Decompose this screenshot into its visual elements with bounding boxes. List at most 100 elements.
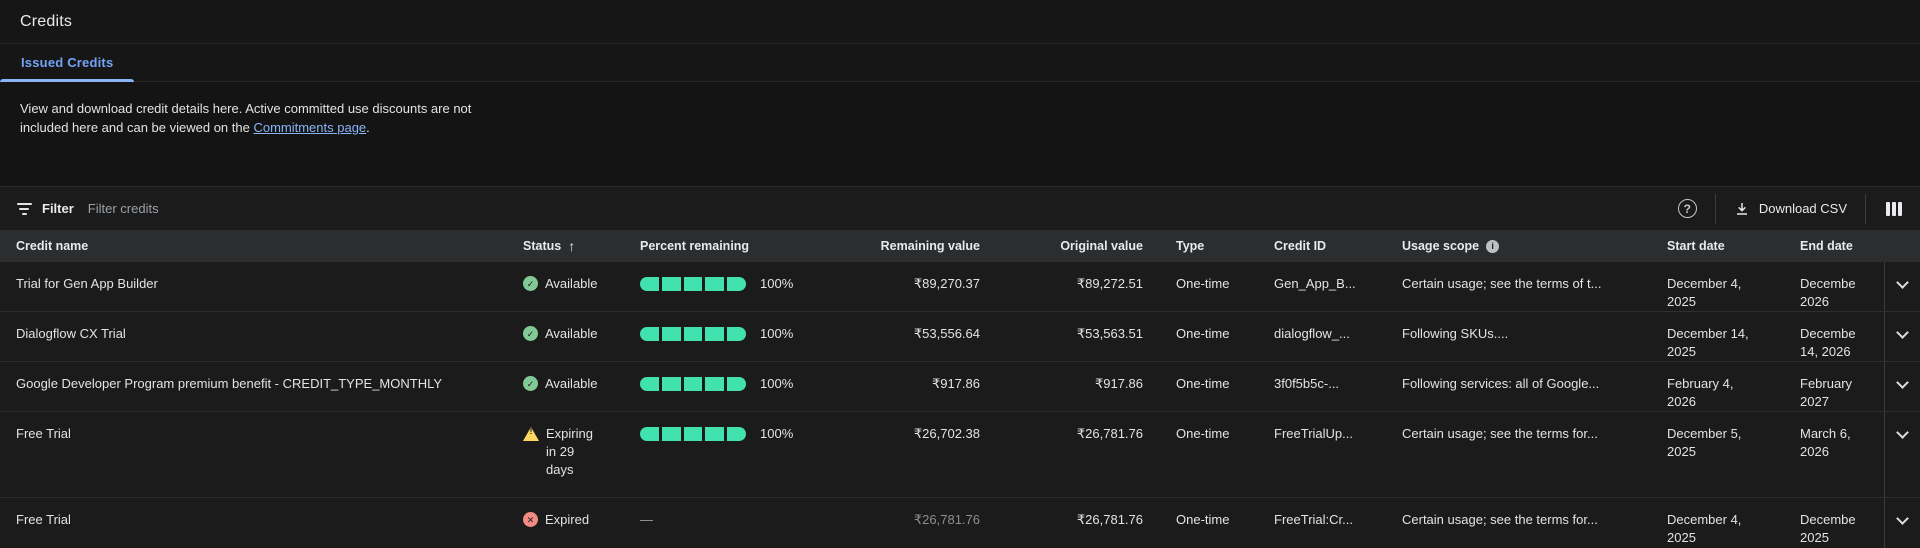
info-icon[interactable]: i	[1486, 239, 1500, 253]
column-header-status[interactable]: Status ↑	[523, 238, 576, 254]
start-date: December 4, 2025	[1667, 512, 1742, 545]
credit-name: Google Developer Program premium benefit…	[16, 376, 443, 391]
credit-type: One-time	[1176, 276, 1230, 291]
usage-scope: Certain usage; see the terms for...	[1402, 426, 1598, 441]
original-value: ₹917.86	[1094, 376, 1143, 391]
tab-bar: Issued Credits	[0, 44, 1920, 82]
percent-cell: 100%	[640, 312, 835, 361]
chevron-down-icon	[1896, 426, 1909, 439]
available-icon: ✓	[523, 376, 538, 391]
end-date: February 2027	[1800, 376, 1853, 409]
percent-label: 100%	[760, 426, 794, 441]
percent-cell: 100%	[640, 412, 835, 497]
sort-ascending-icon[interactable]: ↑	[568, 238, 576, 254]
expired-icon: ✕	[523, 512, 538, 527]
tab-issued-credits[interactable]: Issued Credits	[0, 44, 135, 82]
warning-icon: !	[523, 427, 539, 441]
percent-label: —	[640, 512, 653, 527]
credit-id: FreeTrialUp...	[1274, 426, 1353, 441]
download-icon	[1736, 202, 1747, 215]
available-icon: ✓	[523, 326, 538, 341]
filter-button[interactable]: Filter	[16, 201, 74, 216]
column-header-type[interactable]: Type	[1176, 239, 1205, 253]
credit-name: Dialogflow CX Trial	[16, 326, 126, 341]
usage-scope: Following SKUs....	[1402, 326, 1509, 341]
page-title: Credits	[20, 12, 73, 30]
remaining-value: ₹26,702.38	[913, 426, 980, 441]
usage-scope: Certain usage; see the terms of t...	[1402, 276, 1602, 291]
end-date: December 2025	[1800, 512, 1856, 545]
description-line-1: View and download credit details here. A…	[20, 101, 472, 116]
usage-scope: Certain usage; see the terms for...	[1402, 512, 1598, 527]
table-row: Free Trial ✕ Expired — ₹26,781.76 ₹26,78…	[0, 498, 1920, 548]
credit-id: FreeTrial:Cr...	[1274, 512, 1353, 527]
percent-label: 100%	[760, 376, 794, 391]
column-header-credit-id[interactable]: Credit ID	[1274, 239, 1327, 253]
expand-row-button[interactable]	[1884, 312, 1920, 361]
column-header-usage-scope[interactable]: Usage scope i	[1402, 239, 1667, 253]
end-date: December 2026	[1800, 276, 1856, 309]
percent-cell: 100%	[640, 362, 835, 411]
toolbar-divider	[1865, 193, 1866, 224]
table-row: Dialogflow CX Trial ✓ Available 100% ₹53…	[0, 312, 1920, 362]
credit-name: Trial for Gen App Builder	[16, 276, 158, 291]
status-cell: ✕ Expired	[523, 498, 640, 548]
column-header-credit-name[interactable]: Credit name	[16, 239, 89, 253]
columns-icon	[1886, 201, 1902, 216]
table-header-row: Credit name Status ↑ Percent remaining R…	[0, 230, 1920, 262]
active-tab-underline	[0, 79, 135, 82]
status-label: Expired	[545, 512, 590, 527]
expand-row-button[interactable]	[1884, 498, 1920, 548]
download-csv-label: Download CSV	[1758, 201, 1847, 216]
credit-name: Free Trial	[16, 426, 71, 441]
filter-icon	[16, 202, 32, 215]
page-header: Credits	[0, 0, 1920, 44]
status-cell: ✓ Available	[523, 262, 640, 311]
column-header-end-date[interactable]: End date	[1800, 239, 1853, 253]
download-csv-button[interactable]: Download CSV	[1734, 201, 1847, 217]
credit-type: One-time	[1176, 376, 1230, 391]
percent-cell: 100%	[640, 262, 835, 311]
percent-label: 100%	[760, 326, 794, 341]
chevron-down-icon	[1896, 376, 1909, 389]
help-button[interactable]: ?	[1677, 199, 1697, 218]
remaining-value: ₹26,781.76	[913, 512, 980, 527]
column-header-percent-remaining[interactable]: Percent remaining	[640, 239, 750, 253]
credit-id: dialogflow_...	[1274, 326, 1350, 341]
expand-row-button[interactable]	[1884, 412, 1920, 497]
filter-input[interactable]: Filter credits	[87, 201, 159, 216]
start-date: December 14, 2025	[1667, 326, 1749, 359]
description-line-2: included here and can be viewed on the C…	[20, 120, 370, 135]
status-cell: ✓ Available	[523, 312, 640, 361]
end-date: December 14, 2026	[1800, 326, 1856, 359]
expand-row-button[interactable]	[1884, 262, 1920, 311]
tab-label: Issued Credits	[21, 55, 114, 70]
filter-label: Filter	[42, 201, 74, 216]
column-display-options-button[interactable]	[1884, 200, 1904, 218]
chevron-down-icon	[1896, 276, 1909, 289]
original-value: ₹26,781.76	[1076, 512, 1143, 527]
credit-name: Free Trial	[16, 512, 71, 527]
column-header-remaining-value[interactable]: Remaining value	[880, 239, 980, 253]
toolbar-divider	[1714, 193, 1716, 224]
remaining-value: ₹89,270.37	[913, 276, 980, 291]
remaining-value: ₹53,556.64	[913, 326, 980, 341]
column-header-start-date[interactable]: Start date	[1667, 239, 1725, 253]
start-date: February 4, 2026	[1667, 376, 1734, 409]
commitments-page-link[interactable]: Commitments page	[253, 120, 367, 135]
remaining-value: ₹917.86	[931, 376, 980, 391]
start-date: December 4, 2025	[1667, 276, 1742, 309]
description: View and download credit details here. A…	[0, 82, 1920, 186]
expand-row-button[interactable]	[1884, 362, 1920, 411]
original-value: ₹26,781.76	[1076, 426, 1143, 441]
help-icon: ?	[1683, 201, 1692, 216]
progress-bar	[640, 377, 746, 391]
column-header-original-value[interactable]: Original value	[1060, 239, 1143, 253]
credit-type: One-time	[1176, 426, 1230, 441]
available-icon: ✓	[523, 276, 538, 291]
start-date: December 5, 2025	[1667, 426, 1742, 459]
credit-type: One-time	[1176, 326, 1230, 341]
chevron-down-icon	[1896, 326, 1909, 339]
progress-bar	[640, 327, 746, 341]
progress-bar	[640, 427, 746, 441]
